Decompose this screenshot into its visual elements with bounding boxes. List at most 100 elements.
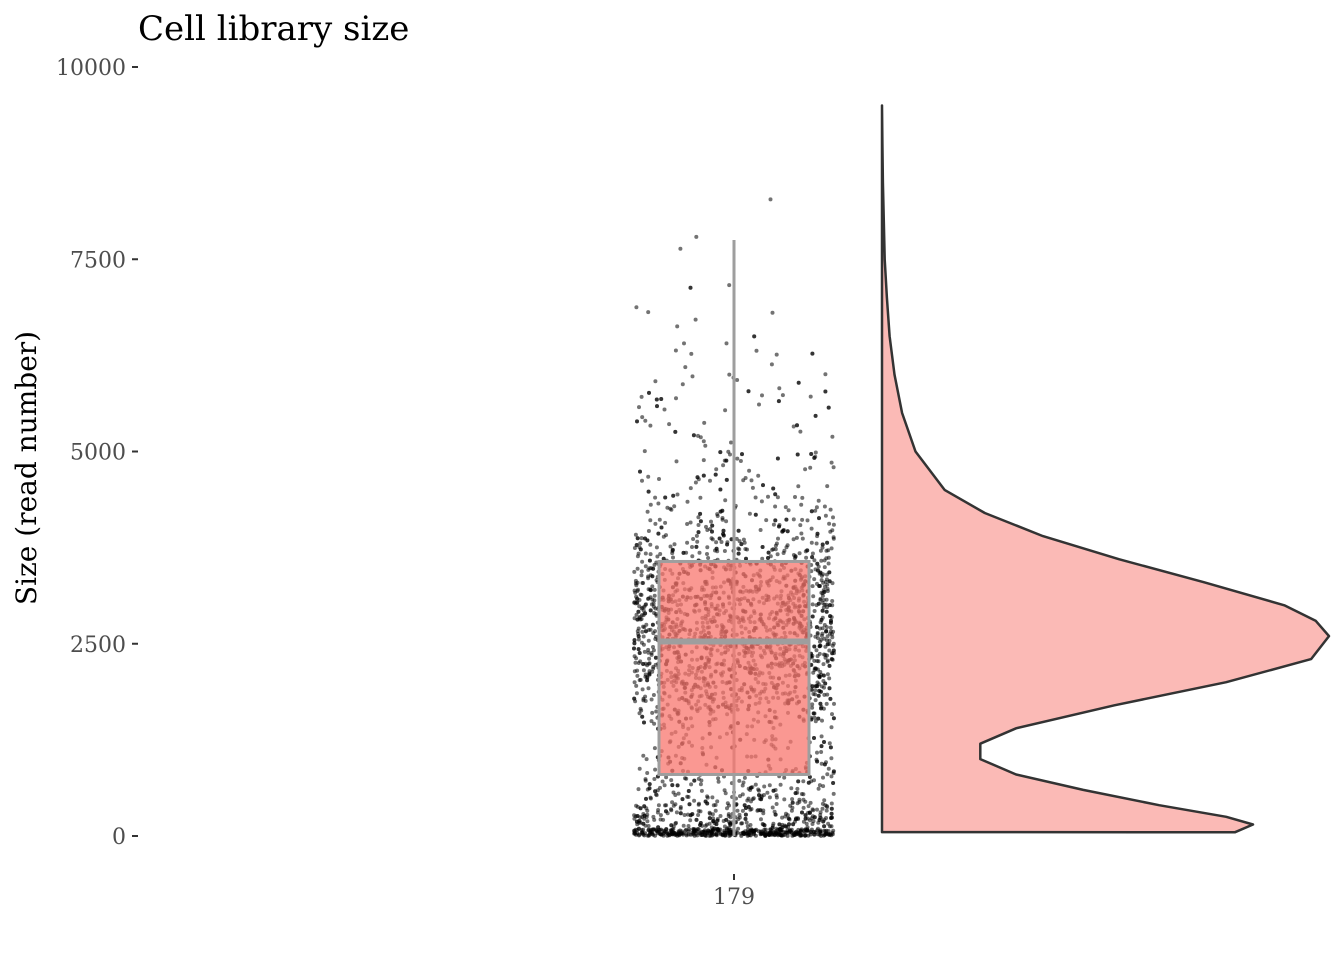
data-point: [644, 796, 648, 801]
data-point: [801, 805, 806, 810]
y-axis: 0 2500 5000 7500 10000: [56, 56, 138, 850]
data-point: [783, 824, 788, 829]
data-point: [669, 807, 673, 812]
data-point: [698, 495, 703, 500]
data-point: [714, 546, 719, 551]
data-point: [647, 782, 652, 787]
data-point: [636, 637, 641, 642]
data-point: [690, 545, 694, 549]
data-point: [659, 525, 664, 530]
data-point: [696, 813, 701, 817]
data-point: [817, 651, 822, 656]
data-point: [676, 791, 681, 796]
data-point: [648, 595, 653, 600]
data-point: [646, 529, 651, 533]
data-point: [809, 540, 814, 545]
data-point: [724, 519, 729, 524]
data-point: [823, 681, 828, 686]
data-point: [724, 830, 729, 835]
data-point: [715, 799, 720, 804]
data-point: [811, 670, 816, 675]
data-point: [692, 798, 697, 803]
data-point: [829, 460, 834, 465]
data-point: [813, 413, 818, 418]
data-point: [681, 550, 686, 555]
data-point: [721, 533, 726, 538]
data-point: [649, 719, 654, 724]
data-point: [773, 812, 778, 817]
data-point: [664, 827, 669, 832]
data-point: [641, 753, 646, 758]
data-point: [691, 433, 696, 438]
data-point: [819, 734, 824, 739]
data-point: [827, 648, 832, 653]
data-point: [739, 833, 744, 838]
data-point: [656, 531, 661, 536]
data-point: [710, 795, 715, 800]
data-point: [686, 824, 691, 828]
data-point: [637, 405, 641, 410]
data-point: [812, 715, 817, 720]
data-point: [703, 443, 708, 448]
data-point: [810, 807, 815, 812]
data-point: [799, 502, 804, 507]
data-point: [801, 779, 806, 784]
data-point: [827, 741, 832, 746]
data-point: [646, 661, 651, 666]
data-point: [828, 631, 832, 636]
data-point: [646, 650, 651, 655]
data-point: [820, 542, 825, 547]
data-point: [782, 548, 787, 553]
data-point: [807, 775, 812, 779]
data-point: [640, 581, 645, 585]
data-point: [825, 484, 830, 489]
data-point: [798, 523, 803, 528]
data-point: [743, 812, 748, 817]
data-point: [800, 810, 804, 815]
data-point: [750, 485, 755, 490]
data-point: [650, 584, 655, 589]
data-point: [787, 830, 791, 835]
data-point: [824, 556, 829, 561]
data-point: [636, 587, 640, 592]
data-point: [639, 394, 644, 399]
data-point: [709, 519, 713, 524]
data-point: [754, 348, 759, 353]
data-point: [669, 778, 674, 783]
data-point: [824, 548, 829, 553]
data-point: [653, 655, 658, 660]
data-point: [650, 622, 655, 627]
data-point: [810, 705, 815, 710]
data-point: [824, 701, 829, 706]
data-point: [678, 246, 683, 251]
data-point: [765, 790, 770, 795]
data-point: [813, 688, 818, 693]
data-point: [774, 352, 779, 357]
data-point: [634, 543, 639, 547]
data-point: [743, 476, 748, 480]
data-point: [767, 783, 772, 788]
data-point: [639, 569, 644, 574]
y-tick-label: 10000: [56, 56, 126, 81]
data-point: [781, 528, 786, 533]
data-point: [673, 793, 678, 797]
data-point: [807, 810, 812, 815]
data-point: [795, 831, 800, 836]
data-point: [715, 514, 720, 518]
data-point: [690, 374, 695, 379]
data-point: [735, 456, 740, 461]
data-point: [701, 439, 706, 444]
data-point: [819, 617, 824, 622]
data-point: [703, 799, 708, 804]
data-point: [641, 662, 646, 666]
data-point: [774, 795, 779, 800]
data-point: [672, 504, 677, 509]
data-point: [773, 492, 778, 497]
data-point: [814, 541, 819, 546]
data-point: [653, 521, 658, 526]
data-point: [683, 365, 688, 370]
data-point: [824, 629, 829, 634]
data-point: [727, 827, 732, 832]
data-point: [827, 638, 832, 643]
data-point: [749, 807, 754, 811]
